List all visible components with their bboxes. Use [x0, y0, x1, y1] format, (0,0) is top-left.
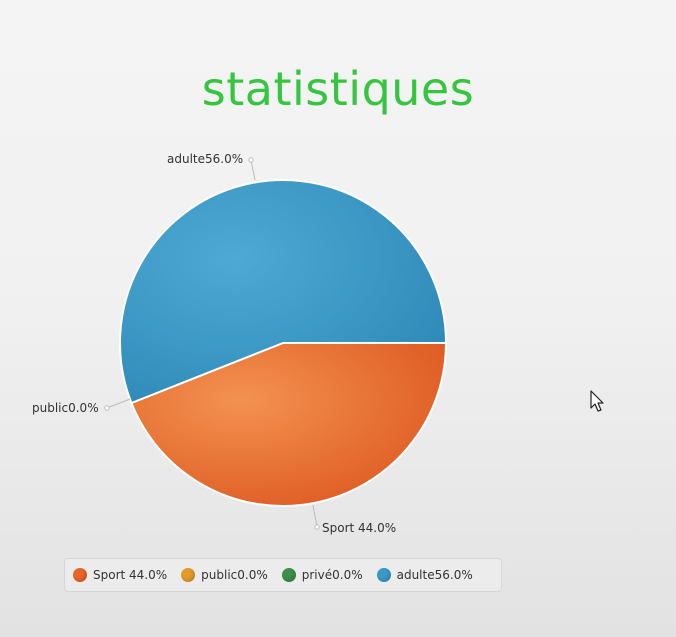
legend-item-adulte[interactable]: adulte56.0% — [376, 568, 473, 582]
legend-label-prive: privé0.0% — [301, 568, 363, 582]
slice-label-adulte: adulte56.0% — [167, 152, 244, 166]
mouse-pointer-icon — [590, 390, 604, 412]
leader-line-adulte-dot — [248, 157, 254, 163]
leader-line-public-dot — [104, 405, 110, 411]
slice-label-public: public0.0% — [32, 401, 99, 415]
leader-line-public — [106, 398, 131, 409]
slice-label-sport: Sport 44.0% — [322, 521, 397, 535]
pie-slice-sport[interactable] — [130, 342, 448, 507]
leader-line-adulte — [250, 159, 256, 181]
legend-symbol-public — [181, 568, 196, 582]
legend-symbol-sport — [73, 568, 87, 582]
legend-symbol-prive — [281, 568, 296, 582]
legend-item-public[interactable]: public0.0% — [181, 568, 268, 582]
legend-label-sport: Sport 44.0% — [93, 568, 168, 582]
leader-line-sport — [312, 504, 318, 528]
legend-label-adulte: adulte56.0% — [396, 568, 473, 582]
legend-symbol-adulte — [376, 568, 391, 582]
pie-slice-adulte[interactable] — [119, 178, 448, 405]
leader-line-sport-dot — [314, 524, 320, 530]
legend-item-prive[interactable]: privé0.0% — [281, 568, 363, 582]
legend-label-public: public0.0% — [201, 568, 268, 582]
chart-legend: Sport 44.0% public0.0% privé0.0% adulte5… — [64, 558, 502, 592]
chart-title: statistiques — [201, 62, 475, 116]
legend-item-sport[interactable]: Sport 44.0% — [73, 568, 167, 582]
